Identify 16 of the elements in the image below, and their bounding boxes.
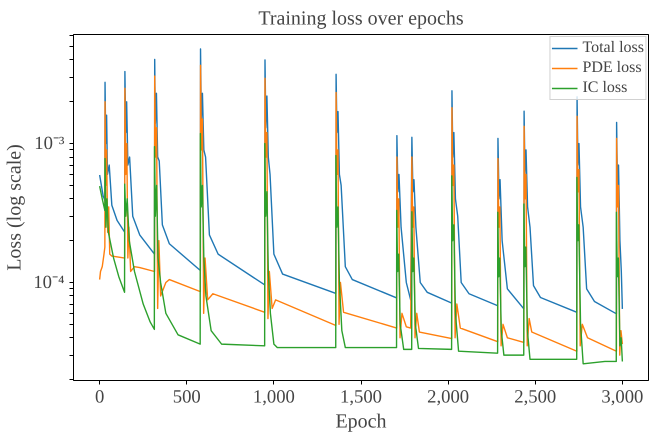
legend-label: Total loss xyxy=(582,39,644,57)
x-tick-label: 1,000 xyxy=(252,386,295,408)
y-axis-title: Loss (log scale) xyxy=(3,144,26,271)
x-tick-label: 500 xyxy=(172,386,201,408)
legend-label: IC loss xyxy=(582,79,628,97)
x-tick-label: 0 xyxy=(94,386,104,408)
y-tick-label: 10⁻³ xyxy=(34,133,65,154)
line-series xyxy=(98,132,624,364)
legend-label: PDE loss xyxy=(582,59,642,77)
x-axis-title: Epoch xyxy=(335,410,387,432)
x-tick-label: 3,000 xyxy=(601,386,644,408)
x-tick-label: 1,500 xyxy=(340,386,382,408)
x-tick-label: 2,500 xyxy=(514,386,556,408)
y-tick-label: 10⁻⁴ xyxy=(33,272,65,293)
x-tick-label: 2,000 xyxy=(427,386,470,408)
chart-title: Training loss over epochs xyxy=(258,8,464,30)
